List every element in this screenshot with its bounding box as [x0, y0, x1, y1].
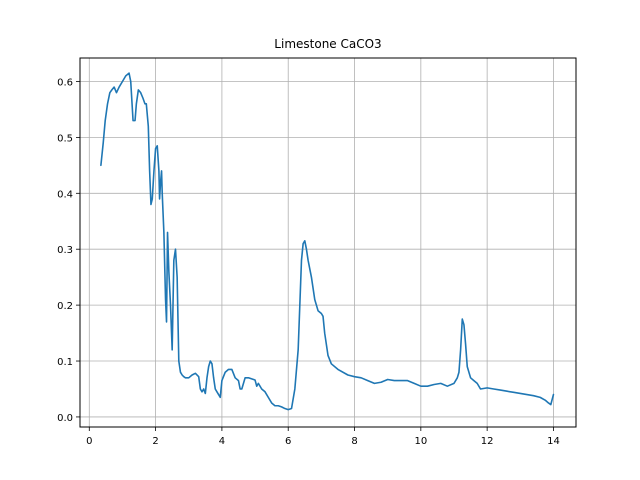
- x-tick-label: 4: [219, 436, 225, 447]
- series-line: [100, 72, 555, 411]
- x-tick-label: 14: [547, 436, 560, 447]
- y-tick-label: 0.5: [57, 133, 73, 144]
- y-tick-label: 0.2: [57, 301, 73, 312]
- y-tick-label: 0.6: [57, 77, 73, 88]
- x-tick-label: 0: [86, 436, 92, 447]
- y-tick-label: 0.0: [57, 413, 73, 424]
- x-tick-label: 6: [285, 436, 291, 447]
- y-tick-label: 0.1: [57, 357, 73, 368]
- x-tick-label: 8: [351, 436, 357, 447]
- y-tick-label: 0.3: [57, 245, 73, 256]
- series-layer: [100, 72, 555, 411]
- x-tick-label: 10: [414, 436, 427, 447]
- x-tick-label: 2: [152, 436, 158, 447]
- grid: [80, 58, 576, 427]
- axes-frame: [79, 57, 577, 428]
- chart-title: Limestone CaCO3: [274, 37, 381, 51]
- x-tick-label: 12: [481, 436, 494, 447]
- y-tick-label: 0.4: [57, 189, 73, 200]
- tick-layer: 0 2 4 6 8 10 12 14 0.0 0.1 0.2 0.3 0.4 0.5 0.6: [57, 77, 560, 447]
